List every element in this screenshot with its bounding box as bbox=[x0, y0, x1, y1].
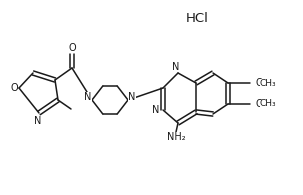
Text: O: O bbox=[68, 43, 76, 53]
Text: N: N bbox=[34, 116, 42, 126]
Text: N: N bbox=[172, 62, 180, 72]
Text: O: O bbox=[255, 78, 263, 88]
Text: N: N bbox=[128, 92, 136, 102]
Text: HCl: HCl bbox=[185, 12, 208, 25]
Text: N: N bbox=[152, 105, 160, 115]
Text: O: O bbox=[255, 99, 263, 109]
Text: CH₃: CH₃ bbox=[260, 79, 276, 88]
Text: O: O bbox=[10, 83, 18, 93]
Text: NH₂: NH₂ bbox=[167, 132, 185, 142]
Text: CH₃: CH₃ bbox=[260, 99, 276, 108]
Text: N: N bbox=[84, 92, 92, 102]
